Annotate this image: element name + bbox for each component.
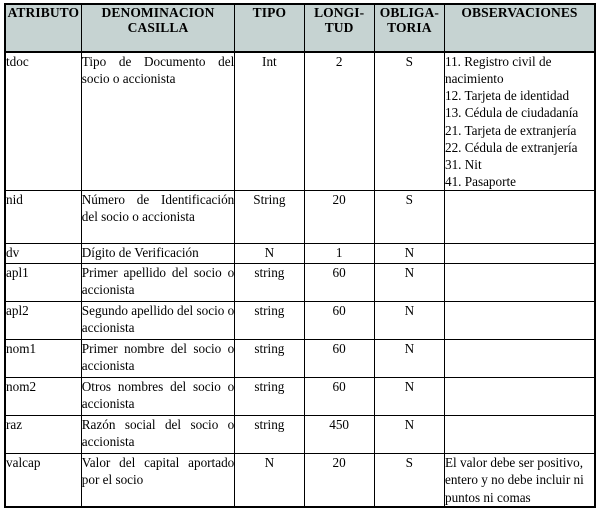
cell-observaciones: [443, 190, 596, 245]
column-header-tipo-label: TIPO: [252, 5, 287, 20]
table-row: valcap Valor del capital aportado por el…: [4, 453, 596, 508]
cell-observaciones: [443, 301, 596, 341]
observacion-item: 22. Cédula de extranjería: [444, 139, 578, 155]
table-row: tdoc Tipo de Documento del socio o accio…: [4, 51, 596, 192]
column-header-tipo: TIPO: [234, 3, 305, 53]
observacion-item: 21. Tarjeta de extranjería: [444, 122, 577, 138]
table-row: apl1 Primer apellido del socio o accioni…: [4, 263, 596, 303]
cell-observaciones: [443, 377, 596, 417]
cell-atributo: apl1: [4, 263, 82, 303]
cell-longitud: 60: [303, 377, 375, 417]
cell-longitud: 60: [303, 301, 375, 341]
cell-observaciones: [443, 339, 596, 379]
cell-observaciones: [443, 415, 596, 455]
cell-atributo: dv: [4, 243, 82, 265]
column-header-longitud: LONGI- TUD: [303, 3, 375, 53]
cell-atributo: nid: [4, 190, 82, 245]
cell-denominacion: Primer apellido del socio o accionista: [80, 263, 236, 303]
cell-obligatoria: N: [373, 301, 445, 341]
cell-atributo: nom1: [4, 339, 82, 379]
cell-atributo: apl2: [4, 301, 82, 341]
cell-denominacion: Primer nombre del socio o accionista: [80, 339, 236, 379]
cell-longitud: 60: [303, 339, 375, 379]
cell-obligatoria: S: [373, 190, 445, 245]
cell-observaciones: 11. Registro civil de nacimiento 12. Tar…: [443, 51, 596, 192]
table-row: apl2 Segundo apellido del socio o accion…: [4, 301, 596, 341]
cell-tipo: N: [234, 453, 305, 508]
cell-atributo: raz: [4, 415, 82, 455]
cell-atributo: tdoc: [4, 51, 82, 192]
cell-obligatoria: N: [373, 339, 445, 379]
column-header-obligatoria-line2: TORIA: [387, 20, 432, 36]
cell-denominacion: Valor del capital aportado por el socio: [80, 453, 236, 508]
cell-observaciones: [443, 263, 596, 303]
column-header-longitud-line1: LONGI-: [314, 5, 365, 20]
column-header-obligatoria: OBLIGA- TORIA: [373, 3, 445, 53]
attribute-specification-table: ATRIBUTO DENOMINACION CASILLA TIPO LONGI…: [4, 3, 596, 508]
table-row: nom2 Otros nombres del socio o accionist…: [4, 377, 596, 417]
cell-obligatoria: N: [373, 243, 445, 265]
cell-tipo: string: [234, 415, 305, 455]
cell-longitud: 60: [303, 263, 375, 303]
cell-obligatoria: N: [373, 415, 445, 455]
cell-tipo: N: [234, 243, 305, 265]
cell-observaciones: [443, 243, 596, 265]
table-row: raz Razón social del socio o accionista …: [4, 415, 596, 455]
table-row: nom1 Primer nombre del socio o accionist…: [4, 339, 596, 379]
column-header-denominacion-line2: CASILLA: [127, 20, 189, 36]
cell-atributo: valcap: [4, 453, 82, 508]
observacion-item: 31. Nit: [444, 156, 482, 172]
column-header-obligatoria-line1: OBLIGA-: [379, 5, 439, 20]
cell-tipo: string: [234, 339, 305, 379]
cell-tipo: string: [234, 377, 305, 417]
cell-observaciones: El valor debe ser positivo, entero y no …: [443, 453, 596, 508]
observacion-item: 13. Cédula de ciudadanía: [444, 105, 579, 121]
cell-denominacion: Tipo de Documento del socio o accionista: [80, 51, 236, 192]
cell-longitud: 1: [303, 243, 375, 265]
cell-denominacion: Segundo apellido del socio o accionista: [80, 301, 236, 341]
cell-longitud: 20: [303, 453, 375, 508]
cell-obligatoria: S: [373, 453, 445, 508]
spec-table-container: ATRIBUTO DENOMINACION CASILLA TIPO LONGI…: [4, 3, 596, 508]
column-header-denominacion-line1: DENOMINACION: [101, 5, 215, 20]
column-header-observaciones: OBSERVACIONES: [443, 3, 596, 53]
cell-atributo: nom2: [4, 377, 82, 417]
column-header-longitud-line2: TUD: [324, 20, 354, 36]
table-row: nid Número de Identificación del socio o…: [4, 190, 596, 245]
cell-longitud: 450: [303, 415, 375, 455]
cell-denominacion: Dígito de Verificación: [80, 243, 236, 265]
cell-tipo: string: [234, 263, 305, 303]
cell-longitud: 2: [303, 51, 375, 192]
cell-obligatoria: N: [373, 263, 445, 303]
cell-obligatoria: N: [373, 377, 445, 417]
column-header-observaciones-label: OBSERVACIONES: [461, 5, 578, 20]
cell-denominacion: Razón social del socio o accionista: [80, 415, 236, 455]
table-header-row: ATRIBUTO DENOMINACION CASILLA TIPO LONGI…: [4, 3, 596, 53]
table-row: dv Dígito de Verificación N 1 N: [4, 243, 596, 265]
column-header-atributo: ATRIBUTO: [4, 3, 82, 53]
column-header-atributo-label: ATRIBUTO: [7, 5, 80, 20]
cell-longitud: 20: [303, 190, 375, 245]
cell-denominacion: Otros nombres del socio o accionista: [80, 377, 236, 417]
observacion-item: 12. Tarjeta de identidad: [444, 88, 570, 104]
table-body: tdoc Tipo de Documento del socio o accio…: [4, 51, 596, 508]
observacion-item: El valor debe ser positivo, entero y no …: [444, 455, 584, 505]
observacion-item: 41. Pasaporte: [444, 174, 517, 190]
observacion-item: 11. Registro civil de nacimiento: [444, 54, 552, 87]
cell-denominacion: Número de Identificación del socio o acc…: [80, 190, 236, 245]
cell-tipo: string: [234, 301, 305, 341]
table-header: ATRIBUTO DENOMINACION CASILLA TIPO LONGI…: [4, 3, 596, 53]
cell-tipo: String: [234, 190, 305, 245]
cell-tipo: Int: [234, 51, 305, 192]
column-header-denominacion-casilla: DENOMINACION CASILLA: [80, 3, 236, 53]
cell-obligatoria: S: [373, 51, 445, 192]
